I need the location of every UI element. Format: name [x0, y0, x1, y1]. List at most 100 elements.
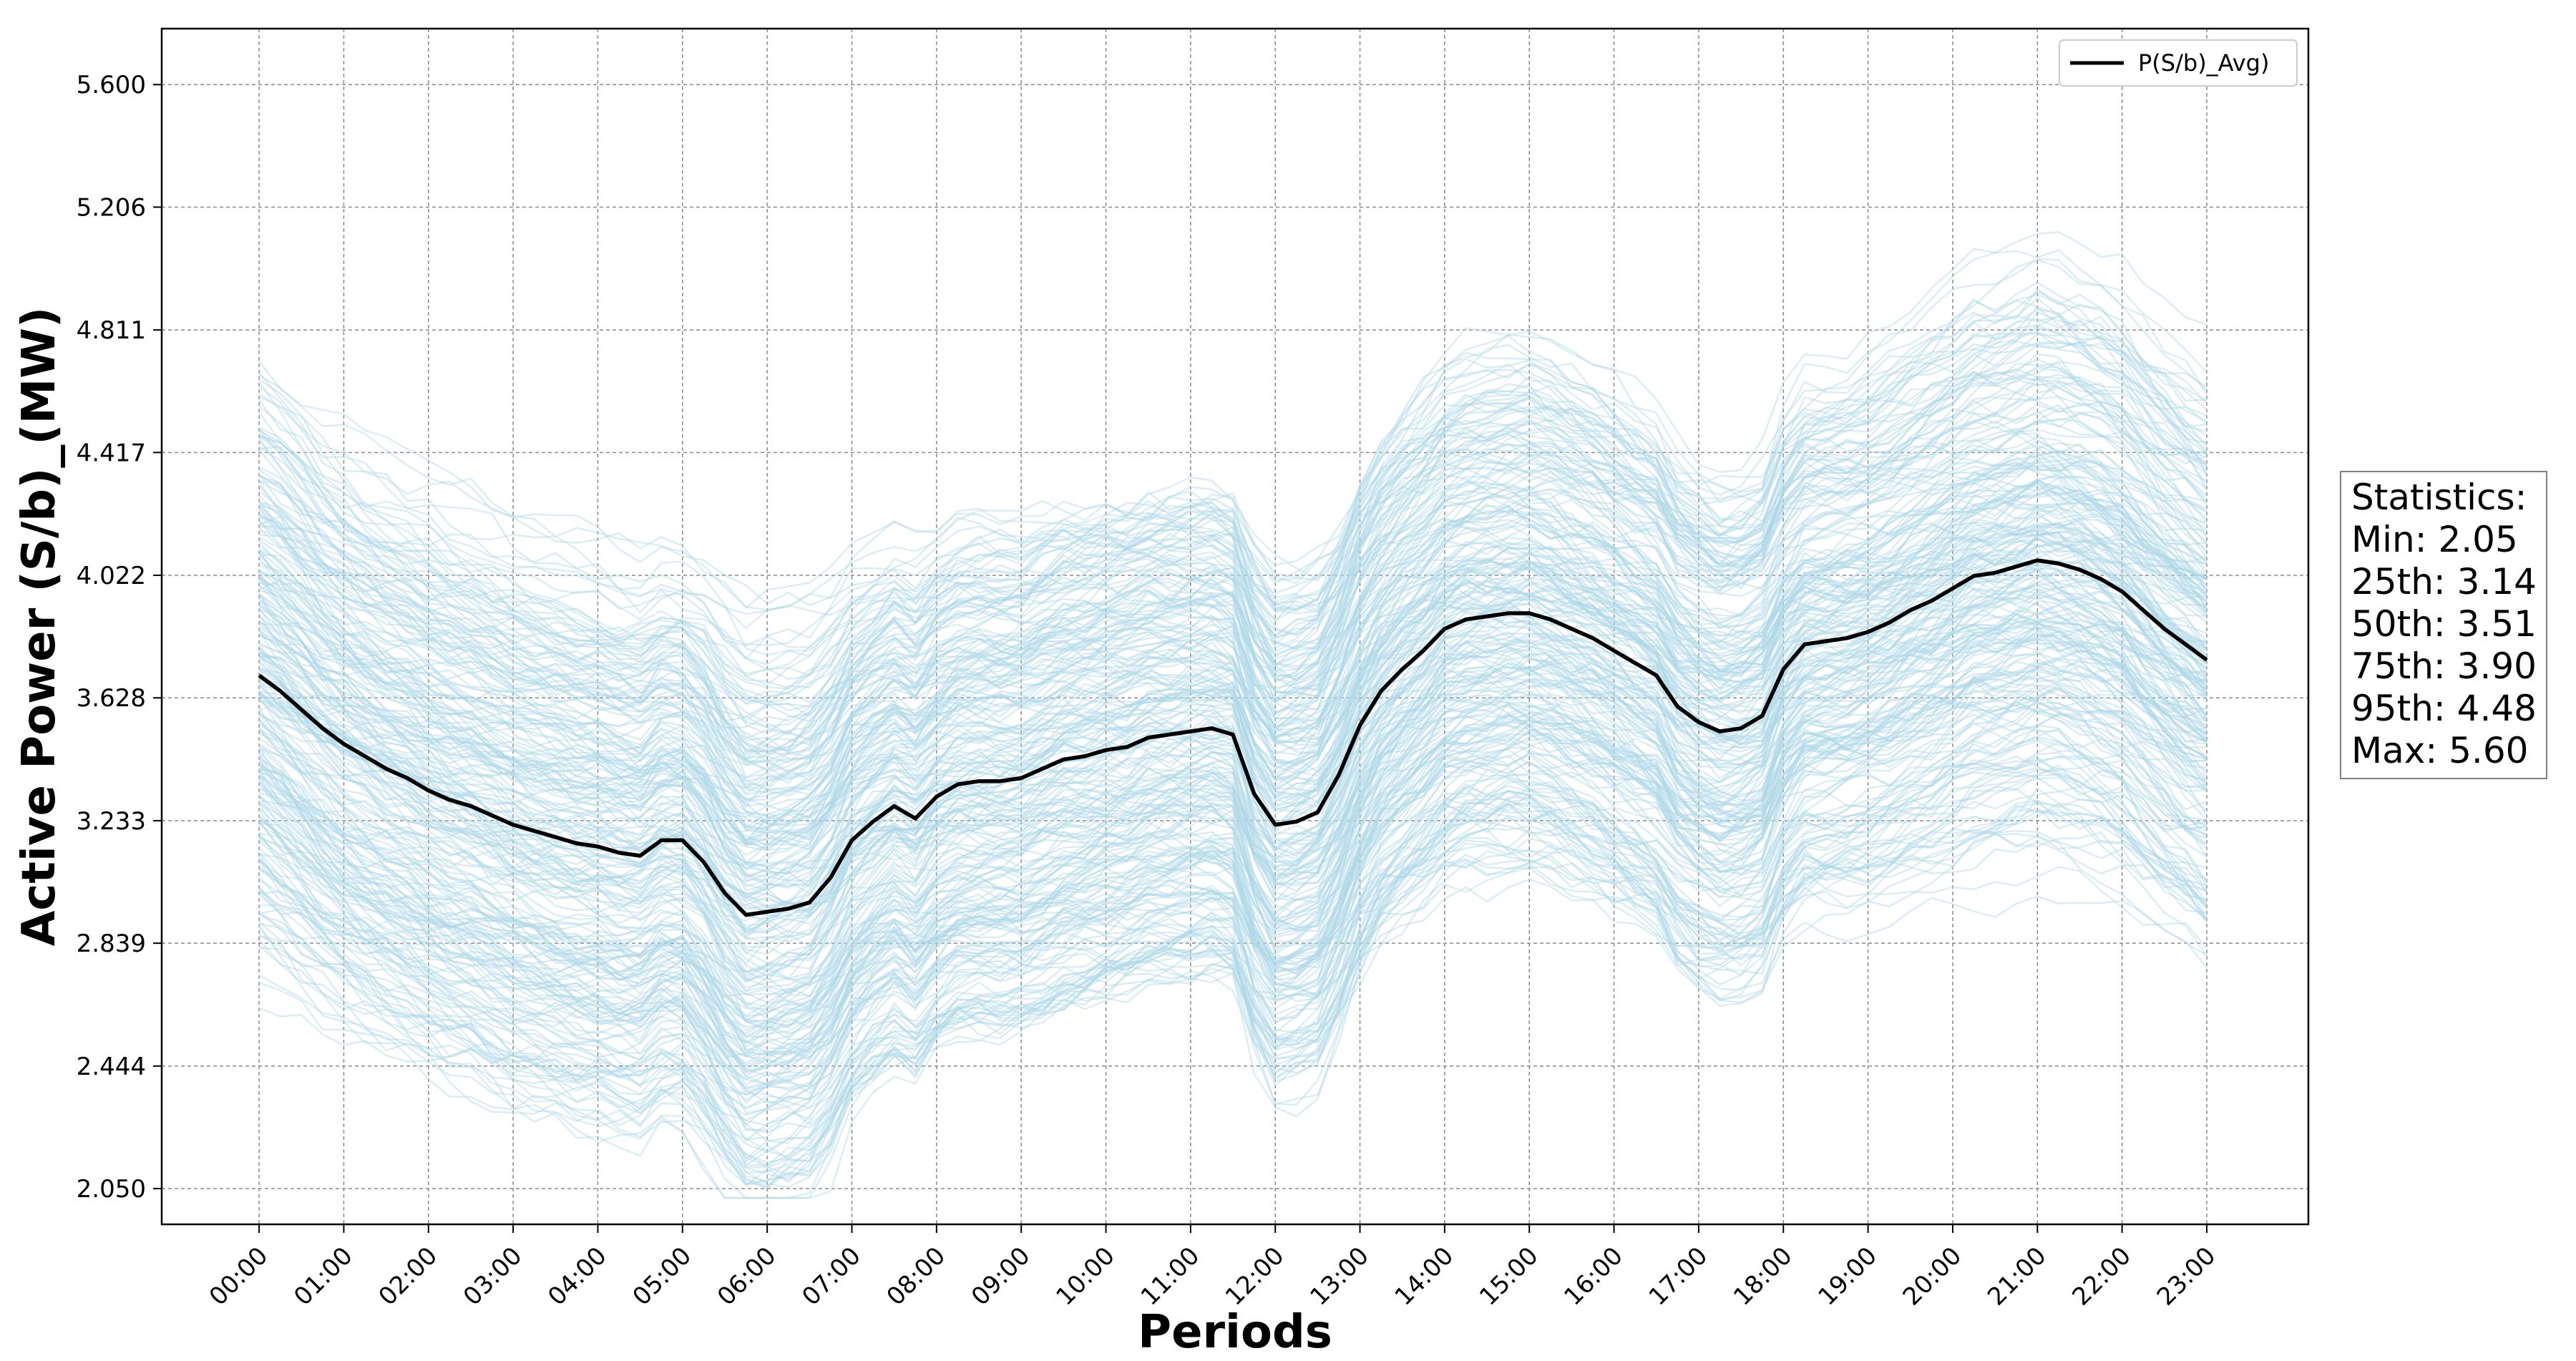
background-profile-line [258, 553, 2207, 1014]
background-profile-line [258, 665, 2207, 1055]
background-profile-line [258, 616, 2207, 868]
legend-label: P(S/b)_Avg) [2138, 49, 2269, 77]
background-profile-line [258, 473, 2207, 711]
x-tick-label: 05:00 [628, 1242, 698, 1312]
background-profile-line [258, 497, 2207, 758]
background-profile-line [258, 531, 2207, 966]
background-profile-line [258, 570, 2207, 1074]
gridlines [162, 29, 2308, 1224]
background-profile-line [258, 802, 2207, 1064]
background-profile-line [258, 506, 2207, 989]
x-tick-label: 16:00 [1558, 1242, 1629, 1312]
background-profile-line [258, 592, 2208, 1078]
background-profile-line [258, 367, 2208, 834]
background-profile-line [258, 640, 2207, 1086]
legend-box [2059, 39, 2298, 87]
background-profile-line [258, 659, 2207, 1032]
background-profile-line [258, 537, 2207, 781]
background-profile-line [258, 405, 2207, 753]
background-profile-line [258, 594, 2207, 1043]
background-profile-line [258, 771, 2207, 1166]
background-profile-line [258, 522, 2207, 723]
background-profile-line [258, 288, 2207, 857]
background-profile-line [258, 341, 2207, 648]
y-tick-label: 3.233 [77, 807, 146, 836]
background-profile-line [258, 446, 2207, 751]
x-tick-label: 00:00 [204, 1242, 274, 1312]
background-profile-line [258, 684, 2207, 1186]
background-profile-line [258, 623, 2207, 965]
background-profile-line [258, 482, 2207, 922]
y-tick-label: 2.444 [77, 1053, 146, 1081]
background-profile-line [258, 678, 2207, 875]
background-profile-line [258, 502, 2207, 689]
background-profile-line [258, 258, 2208, 771]
x-tick-label: 04:00 [542, 1242, 613, 1312]
background-profile-line [258, 428, 2207, 844]
background-profile-line [258, 436, 2207, 630]
background-profile-line [258, 402, 2207, 973]
background-profile-line [258, 573, 2207, 1070]
background-profile-line [258, 610, 2207, 833]
background-profile-line [258, 712, 2207, 1199]
x-tick-label: 19:00 [1813, 1242, 1883, 1312]
background-profile-line [259, 542, 2207, 740]
x-tick-label: 08:00 [882, 1242, 952, 1312]
background-profile-line [258, 629, 2207, 1007]
x-tick-label: 14:00 [1390, 1242, 1460, 1312]
background-profile-line [258, 658, 2207, 1048]
background-profile-line [258, 809, 2207, 1064]
background-profile-line [258, 660, 2207, 1073]
x-tick-label: 18:00 [1728, 1242, 1798, 1312]
background-profile-line [258, 591, 2207, 908]
background-profile-line [258, 781, 2207, 1089]
background-profile-line [258, 680, 2207, 931]
background-profile-line [258, 353, 2207, 728]
background-profile-line [258, 393, 2207, 611]
background-profile-line [258, 701, 2207, 1056]
x-tick-label: 07:00 [796, 1242, 867, 1312]
background-profile-line [258, 773, 2207, 1033]
background-profile-line [258, 306, 2207, 807]
background-profile-line [258, 704, 2207, 1126]
background-profile-line [258, 678, 2207, 1187]
x-tick-label: 17:00 [1644, 1242, 1714, 1312]
x-axis-title: Periods [1138, 1306, 1332, 1359]
background-profile-line [258, 383, 2207, 816]
background-profile-line [258, 512, 2207, 756]
background-profile-line [258, 639, 2207, 1161]
background-profile-line [258, 712, 2207, 1182]
background-profile-line [258, 751, 2207, 1185]
background-profile-line [258, 673, 2207, 910]
background-profile-line [258, 462, 2207, 888]
background-profile-line [258, 457, 2207, 1035]
background-profile-line [258, 724, 2208, 1187]
background-profile-line [258, 756, 2208, 1093]
statistics-p95: 95th: 4.48 [2351, 688, 2537, 729]
background-profile-line [258, 678, 2208, 1058]
background-profile-line [258, 522, 2207, 882]
background-profile-line [258, 631, 2207, 1091]
background-profile-line [258, 711, 2207, 888]
background-profile-line [258, 755, 2208, 1126]
background-profile-line [259, 649, 2207, 1038]
background-profile-line [258, 613, 2207, 1030]
background-profile-line [258, 293, 2207, 794]
background-profile-line [258, 640, 2207, 1108]
background-profile-line [258, 757, 2207, 1015]
background-profile-line [258, 741, 2207, 1083]
background-profile-line [258, 806, 2207, 1141]
background-profile-line [258, 504, 2207, 754]
background-profile-line [258, 450, 2207, 666]
y-tick-label: 4.022 [77, 562, 146, 590]
y-tick-label: 4.417 [77, 439, 146, 467]
statistics-box: Statistics: Min: 2.05 25th: 3.14 50th: 3… [2340, 471, 2547, 779]
background-profile-line [258, 706, 2207, 1181]
background-profile-line [258, 672, 2207, 1060]
background-profile-line [258, 764, 2207, 1167]
background-profile-line [258, 358, 2207, 782]
x-tick-label: 21:00 [1982, 1242, 2052, 1312]
background-profile-line [259, 361, 2207, 847]
y-tick-label: 2.839 [77, 930, 146, 958]
background-profile-line [259, 534, 2207, 761]
